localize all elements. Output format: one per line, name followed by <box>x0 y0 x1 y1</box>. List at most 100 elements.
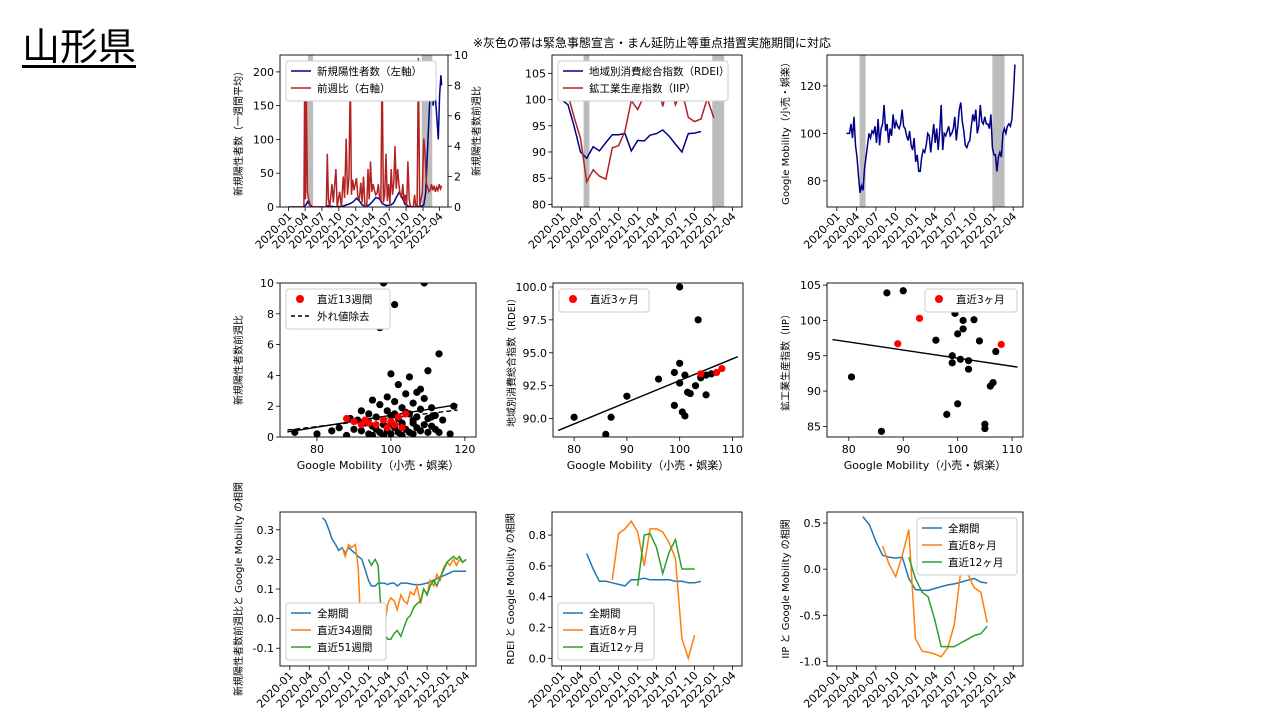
plot-area <box>832 287 1018 435</box>
scatter-point <box>681 412 689 420</box>
scatter-point <box>424 428 432 436</box>
scatter-point <box>992 347 1000 356</box>
scatter-point <box>409 416 417 424</box>
x-tick-label: 80 <box>567 443 581 456</box>
scatter-point <box>702 391 710 399</box>
y-axis-label: RDEI と Google Mobility の相関 <box>504 513 517 664</box>
scatter-point <box>342 414 351 423</box>
legend-box <box>285 60 437 102</box>
scatter-point <box>694 316 702 324</box>
scatter-point <box>954 330 962 338</box>
scatter-point <box>391 300 399 309</box>
scatter-point <box>376 401 384 409</box>
scatter-point <box>697 370 705 378</box>
shade-band <box>859 55 866 207</box>
x-axis-label: Google Mobility（小売・娯楽） <box>567 458 729 472</box>
y2-tick-label: 6 <box>454 110 461 123</box>
y-tick-label: 50 <box>260 167 274 180</box>
legend-label: 鉱工業生産指数（IIP） <box>589 82 696 95</box>
y-tick-label: -1.0 <box>800 655 821 668</box>
y-tick-label: 2 <box>267 400 274 413</box>
y-tick-label: 0.2 <box>257 553 275 566</box>
legend-box <box>557 602 655 661</box>
scatter-point <box>847 373 856 381</box>
series-line <box>862 516 988 592</box>
y-axis-label: 新規陽性者数前週比 <box>232 315 245 405</box>
scatter-point <box>420 283 428 287</box>
scatter-point <box>405 373 414 381</box>
scatter-point <box>602 430 610 437</box>
x-axis-label: Google Mobility（小売・娯楽） <box>844 458 1006 472</box>
y-tick-label: 0.2 <box>529 622 547 635</box>
y-tick-label: 4 <box>267 369 274 382</box>
figure-note: ※灰色の帯は緊急事態宣言・まん延防止等重点措置実施期間に対応 <box>473 35 831 50</box>
scatter-point <box>670 401 678 410</box>
legend-label: 外れ値除去 <box>317 310 370 323</box>
x-axis-label: Google Mobility（小売・娯楽） <box>297 458 459 472</box>
y-tick-label: 90 <box>532 146 546 159</box>
legend-marker <box>296 295 304 303</box>
y-axis-label: 新規陽性者数（一週間平均） <box>232 66 245 196</box>
scatter-point <box>391 397 399 406</box>
x-tick-label: 80 <box>842 443 856 456</box>
scatter-point <box>335 424 343 432</box>
y-tick-label: 120 <box>800 80 821 93</box>
legend-marker <box>569 295 577 303</box>
axes-frame <box>551 511 743 667</box>
legend-box <box>285 288 391 330</box>
scatter-point <box>409 430 417 437</box>
scatter-point <box>435 350 443 358</box>
scatter-point <box>383 393 391 401</box>
x-tick-label: 110 <box>722 443 743 456</box>
series-line <box>881 529 988 658</box>
y-tick-label: 6 <box>267 339 274 352</box>
legend-box <box>558 288 650 313</box>
scatter-point <box>394 381 402 389</box>
y-tick-label: 0.6 <box>529 560 547 573</box>
y-axis-label: 地域別消費総合指数（RDEI） <box>505 293 518 427</box>
legend-box <box>924 288 1018 313</box>
plots: 05010015020002468102020-012020-042020-07… <box>232 49 1024 711</box>
y2-tick-label: 8 <box>454 79 461 92</box>
y-axis-label: Google Mobility（小売・娯楽） <box>779 57 792 205</box>
x-tick-label: 90 <box>620 443 634 456</box>
legend-label: 新規陽性者数（左軸） <box>317 65 422 78</box>
axes-frame <box>826 54 1024 208</box>
scatter-point <box>313 430 321 437</box>
y-tick-label: 0.8 <box>529 529 547 542</box>
y-tick-label: 8 <box>267 308 274 321</box>
scatter-point <box>570 413 578 421</box>
y-tick-label: 95 <box>532 120 546 133</box>
y2-axis-label: 新規陽性者数前週比 <box>470 86 483 176</box>
axes-frame <box>551 54 743 208</box>
chart-corr-cases: -0.10.00.10.20.32020-012020-042020-07202… <box>232 482 477 711</box>
series-line <box>561 99 702 160</box>
y-tick-label: 105 <box>525 67 546 80</box>
shade-band <box>307 55 314 207</box>
legend: 直近3ヶ月 <box>924 288 1018 313</box>
scatter-point <box>446 430 454 437</box>
y2-tick-label: 4 <box>454 140 461 153</box>
plot-area <box>862 516 988 658</box>
legend-label: 直近8ヶ月 <box>948 539 997 552</box>
chart-corr-iip: -1.0-0.50.00.52020-012020-042020-072020-… <box>779 511 1024 711</box>
chart-cases: 05010015020002468102020-012020-042020-07… <box>232 49 483 252</box>
scatter-point <box>328 427 336 435</box>
legend-label: 全期間 <box>317 607 349 620</box>
scatter-point <box>387 430 395 437</box>
chart-scatter-cases: 0 2 4 6 8 10 80 100 120 Google Mobility（小売・娯楽） 新規陽… <box>232 277 477 472</box>
scatter-point <box>915 314 924 322</box>
x-tick-label: 120 <box>454 443 475 456</box>
scatter-point <box>365 419 373 427</box>
scatter-point <box>670 368 678 377</box>
y-tick-label: 0 <box>267 201 274 214</box>
y-tick-label: 0.4 <box>529 591 547 604</box>
series-line <box>908 556 988 648</box>
y-tick-label: 85 <box>807 420 821 433</box>
y-tick-label: 85 <box>532 172 546 185</box>
scatter-point <box>718 364 726 373</box>
legend-label: 直近12ヶ月 <box>948 556 1003 569</box>
legend-label: 直近3ヶ月 <box>590 293 639 306</box>
scatter-point <box>932 336 940 344</box>
